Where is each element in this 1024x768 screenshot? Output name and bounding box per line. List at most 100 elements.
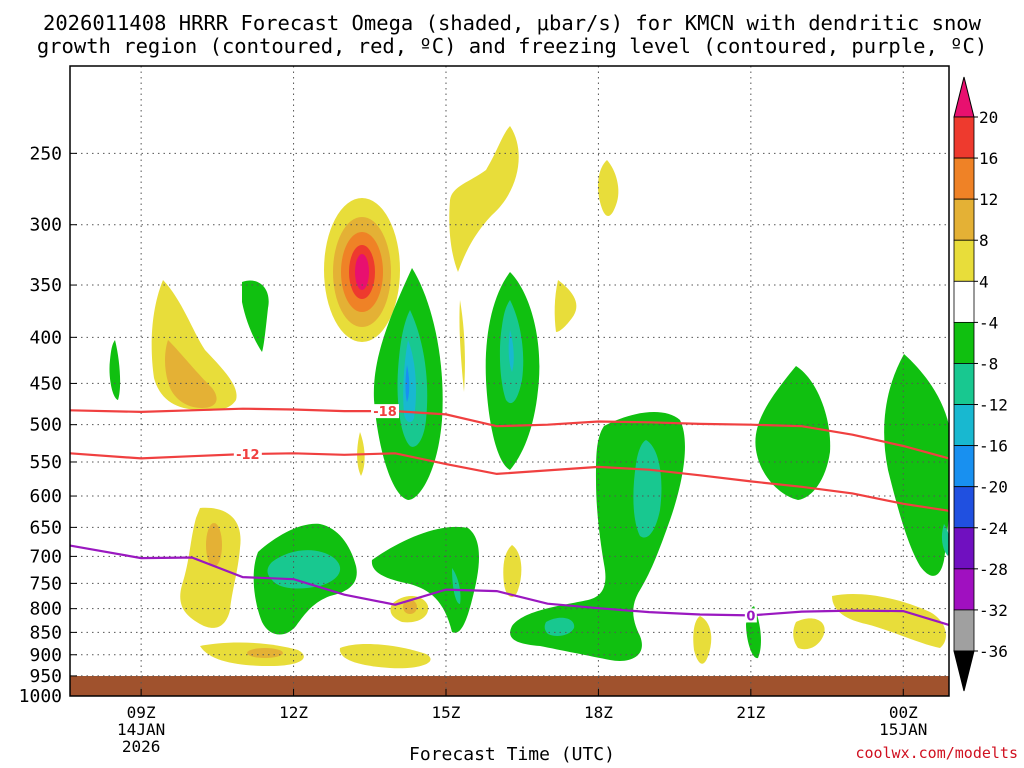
contour-label-dgz-12C: -12: [236, 448, 260, 463]
omega-region-yellow: [180, 507, 241, 628]
x-tick-date: 15JAN: [879, 720, 927, 739]
omega-region-yellow: [503, 545, 522, 598]
colorbar-segment: [953, 198, 975, 241]
contour-label-freezing-level: 0: [746, 609, 755, 624]
omega-region-yellow: [449, 126, 519, 272]
contour-label-dgz-18C: -18: [373, 405, 397, 420]
x-tick-label: 21Z: [736, 703, 765, 722]
x-axis-title: Forecast Time (UTC): [409, 744, 615, 765]
colorbar-segment: [953, 239, 975, 282]
colorbar-label: -28: [979, 560, 1008, 579]
colorbar-label: -16: [979, 437, 1008, 456]
colorbar: 20 16 12 8 4 -4 -8 -12 -16 -20 -24 -28 -32 -36: [953, 76, 1008, 692]
omega-region-green: [109, 340, 121, 400]
omega-region-teal: [452, 568, 461, 604]
y-tick-label: 1000: [19, 686, 62, 707]
colorbar-label: 16: [979, 149, 998, 168]
x-tick-date: 14JAN: [117, 720, 165, 739]
omega-region-green: [242, 280, 269, 352]
y-tick-label: 650: [29, 517, 62, 538]
omega-region-yellow: [459, 300, 465, 392]
omega-region-cyan: [508, 330, 514, 372]
colorbar-top-arrow: [953, 76, 975, 118]
colorbar-label: 12: [979, 190, 998, 209]
colorbar-label: -36: [979, 642, 1008, 661]
contour-line-dgz-18C: [69, 407, 950, 460]
omega-region-teal: [544, 617, 575, 636]
x-tick-label: 09Z: [127, 703, 156, 722]
omega-region-teal: [633, 440, 662, 538]
x-tick-label: 00Z: [889, 703, 918, 722]
colorbar-label: -20: [979, 478, 1008, 497]
plot-frame: [69, 65, 950, 697]
colorbar-label: 20: [979, 108, 998, 127]
colorbar-bottom-arrow: [953, 650, 975, 692]
y-tick-label: 300: [29, 215, 62, 236]
colorbar-label: -4: [979, 313, 998, 332]
omega-region-yellow: [598, 160, 619, 217]
colorbar-segment: [953, 527, 975, 570]
ground-surface: [70, 676, 949, 696]
colorbar-label: -8: [979, 354, 998, 373]
credit-text: coolwx.com/modelts: [855, 744, 1018, 762]
contour-labels: -18 -12 0: [233, 404, 757, 624]
omega-region-gold: [206, 523, 222, 567]
y-tick-label: 450: [29, 373, 62, 394]
contour-label-bg: [233, 447, 262, 462]
y-tick-label: 800: [29, 599, 62, 620]
omega-region-magenta: [355, 254, 369, 290]
omega-region-gold: [165, 340, 217, 408]
omega-shading: [70, 126, 949, 696]
omega-region-yellow: [554, 280, 577, 332]
omega-region-green: [510, 412, 685, 661]
colorbar-segment: [953, 404, 975, 447]
y-tick-label: 750: [29, 573, 62, 594]
omega-region-green: [755, 366, 831, 500]
colorbar-segment: [953, 363, 975, 405]
omega-region-blue: [405, 365, 410, 402]
colorbar-segment: [953, 445, 975, 488]
colorbar-label: 8: [979, 231, 989, 250]
y-tick-label: 600: [29, 486, 62, 507]
y-tick-label: 350: [29, 275, 62, 296]
y-tick-label: 500: [29, 415, 62, 436]
y-tick-label: 250: [29, 143, 62, 164]
x-tick-label: 15Z: [432, 703, 461, 722]
omega-region-yellow: [339, 643, 431, 669]
contour-label-bg: [744, 608, 757, 623]
y-tick-label: 700: [29, 546, 62, 567]
y-tick-label: 550: [29, 452, 62, 473]
colorbar-label: -24: [979, 519, 1008, 538]
colorbar-label: -12: [979, 396, 1008, 415]
colorbar-segment: [953, 116, 975, 159]
colorbar-segment: [953, 486, 975, 529]
y-tick-label: 900: [29, 645, 62, 666]
omega-region-green: [884, 354, 949, 576]
y-tick-label: 950: [29, 666, 62, 687]
y-axis: 2503003504004505005506006507007508008509…: [19, 143, 77, 707]
y-tick-label: 850: [29, 622, 62, 643]
colorbar-segment: [953, 609, 975, 652]
omega-region-yellow: [793, 618, 825, 650]
x-tick-label: 18Z: [584, 703, 613, 722]
omega-region-cyan: [403, 340, 416, 423]
x-tick-label: 12Z: [279, 703, 308, 722]
colorbar-segment: [953, 280, 975, 323]
colorbar-label: -32: [979, 601, 1008, 620]
contour-label-bg: [371, 404, 400, 419]
chart-title-line2: growth region (contoured, red, ºC) and f…: [36, 34, 988, 58]
omega-region-teal: [941, 524, 949, 556]
y-tick-label: 400: [29, 327, 62, 348]
omega-region-yellow: [832, 593, 946, 648]
omega-region-yellow: [693, 616, 712, 664]
colorbar-segment: [953, 321, 975, 364]
x-tick-year: 2026: [122, 737, 161, 756]
colorbar-segment: [953, 568, 975, 611]
omega-region-gold: [247, 648, 283, 658]
contour-line-freezing-level: [69, 544, 950, 626]
chart-title-line1: 2026011408 HRRR Forecast Omega (shaded, …: [43, 11, 981, 35]
colorbar-segment: [953, 157, 975, 200]
omega-region-green: [371, 526, 479, 633]
